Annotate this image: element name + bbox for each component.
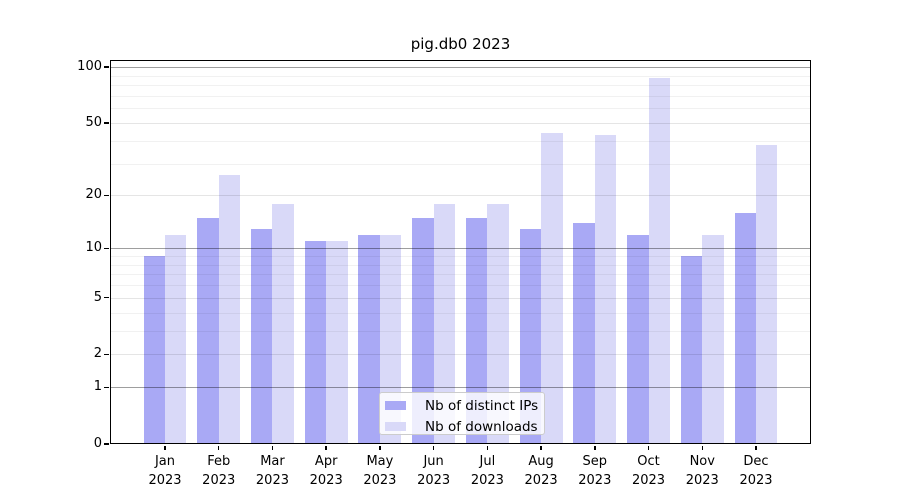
y-tick-mark: [104, 443, 109, 445]
y-gridline-minor: [110, 85, 811, 87]
y-gridline: [110, 195, 811, 197]
x-tick-mark: [540, 445, 542, 450]
y-gridline: [110, 354, 811, 356]
x-tick-label: Mar 2023: [255, 454, 289, 488]
bar-distinct-ips: [734, 212, 756, 444]
legend-item-downloads: Nb of downloads: [385, 418, 544, 435]
bar-distinct-ips: [519, 228, 542, 444]
x-tick-mark: [271, 445, 274, 450]
y-tick-mark: [104, 297, 109, 299]
x-tick-mark: [755, 445, 757, 450]
plot-area: 0 1 2 5 10 20 50 100 Jan 2023 Feb 2023 Mar 2023 Apr 202…: [77, 59, 811, 488]
x-tick-mark: [647, 445, 650, 450]
x-tick-label: Dec 2023: [739, 454, 773, 488]
y-gridline-minor: [110, 312, 811, 314]
y-gridline: [110, 67, 811, 69]
y-tick-label: 10: [85, 240, 102, 256]
x-tick-label: Jun 2023: [417, 454, 451, 488]
bar-downloads: [541, 133, 563, 444]
x-tick-label: Oct 2023: [631, 454, 666, 488]
bar-distinct-ips: [197, 217, 219, 444]
y-gridline: [110, 122, 811, 124]
bar-distinct-ips: [250, 228, 273, 444]
x-tick-label: Jan 2023: [148, 454, 182, 488]
x-tick-mark: [379, 445, 381, 450]
bar-distinct-ips: [304, 241, 327, 444]
y-gridline-minor: [110, 274, 811, 276]
y-tick-label: 1: [93, 379, 102, 395]
x-tick-mark: [701, 445, 703, 450]
y-gridline-minor: [110, 330, 811, 332]
y-tick-mark: [104, 386, 109, 389]
chart-title: pig.db0 2023: [410, 35, 511, 53]
bar-downloads: [487, 203, 509, 444]
y-tick-label: 5: [93, 289, 102, 305]
legend-label-distinct-ips: Nb of distinct IPs: [425, 397, 539, 414]
y-tick-label: 100: [77, 59, 102, 75]
y-gridline-minor: [110, 140, 811, 142]
bar-downloads: [702, 234, 724, 444]
x-tick-mark: [164, 445, 166, 450]
x-tick-mark: [486, 445, 489, 450]
bar-downloads: [218, 174, 241, 444]
bar-downloads: [165, 234, 187, 444]
x-tick-mark: [594, 445, 596, 450]
x-tick-label: Jul 2023: [470, 454, 504, 488]
x-tick-label: Aug 2023: [524, 454, 558, 488]
legend: Nb of distinct IPs Nb of downloads: [379, 392, 545, 435]
x-tick-mark: [218, 445, 220, 450]
y-tick-mark: [104, 122, 109, 124]
y-tick-mark: [104, 66, 109, 68]
legend-label-downloads: Nb of downloads: [425, 418, 538, 435]
bar-distinct-ips: [143, 256, 165, 444]
legend-item-distinct-ips: Nb of distinct IPs: [385, 397, 544, 414]
y-gridline: [110, 387, 811, 389]
bar-downloads: [594, 135, 617, 444]
bar-downloads: [379, 234, 402, 444]
x-tick-label: Sep 2023: [578, 454, 612, 488]
x-tick-mark: [432, 445, 435, 450]
y-tick-label: 2: [93, 346, 102, 362]
legend-swatch-downloads: [385, 422, 406, 431]
bar-distinct-ips: [680, 256, 703, 444]
bar-distinct-ips: [465, 217, 488, 444]
x-tick-label: Nov 2023: [685, 454, 719, 488]
bar-downloads: [648, 77, 671, 444]
y-tick-mark: [104, 194, 109, 197]
y-gridline: [110, 248, 811, 250]
legend-swatch-distinct-ips: [385, 401, 406, 410]
y-tick-mark: [104, 247, 109, 249]
y-tick-label: 0: [93, 436, 102, 451]
bar-downloads: [326, 241, 348, 444]
y-gridline-minor: [110, 95, 811, 97]
y-gridline: [110, 297, 811, 299]
bar-downloads: [756, 144, 778, 444]
bar-downloads: [433, 203, 456, 444]
y-tick-label: 50: [85, 114, 102, 130]
y-gridline-minor: [110, 108, 811, 110]
y-gridline-minor: [110, 75, 811, 77]
y-gridline-minor: [110, 264, 811, 266]
bar-distinct-ips: [358, 234, 380, 444]
bar-distinct-ips: [412, 217, 434, 444]
y-gridline-minor: [110, 256, 811, 257]
y-gridline-minor: [110, 163, 811, 165]
bar-downloads: [272, 203, 294, 444]
y-tick-label: 20: [85, 187, 102, 203]
x-tick-label: Apr 2023: [309, 454, 343, 488]
bar-distinct-ips: [573, 222, 595, 444]
x-tick-mark: [325, 445, 327, 450]
bar-distinct-ips: [627, 234, 649, 444]
y-gridline-minor: [110, 285, 811, 287]
y-tick-mark: [104, 353, 109, 355]
x-tick-label: May 2023: [363, 454, 397, 488]
x-tick-label: Feb 2023: [202, 454, 236, 488]
